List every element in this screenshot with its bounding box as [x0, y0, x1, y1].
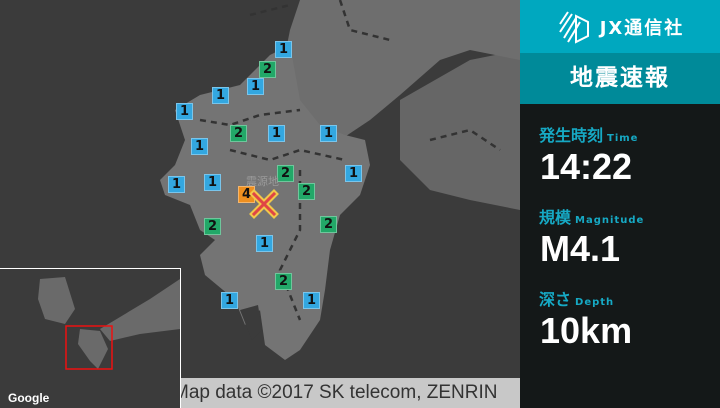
intensity-marker[interactable]: 1 — [191, 138, 208, 155]
overview-inset-map[interactable]: Google — [0, 268, 181, 408]
epicenter-label: 震源地 — [246, 175, 279, 188]
intensity-marker[interactable]: 2 — [204, 218, 221, 235]
intensity-marker[interactable]: 1 — [204, 174, 221, 191]
info-panel: JX通信社 地震速報 発生時刻 Time 14:22 規模 Magnitude M4… — [520, 0, 720, 408]
brand-name: JX通信社 — [599, 17, 685, 39]
time-label: 発生時刻 Time — [539, 122, 720, 146]
intensity-marker[interactable]: 1 — [275, 41, 292, 58]
intensity-marker[interactable]: 2 — [277, 165, 294, 182]
time-value: 14:22 — [540, 146, 633, 187]
magnitude-label-en: Magnitude — [575, 215, 645, 226]
intensity-marker[interactable]: 1 — [168, 176, 185, 193]
depth-label-ja: 深さ — [539, 290, 572, 309]
intensity-marker[interactable]: 1 — [212, 87, 229, 104]
intensity-marker[interactable]: 1 — [256, 235, 273, 252]
intensity-marker[interactable]: 2 — [230, 125, 247, 142]
map-attribution: Map data ©2017 SK telecom, ZENRIN — [181, 378, 520, 408]
magnitude-value: M4.1 — [540, 228, 621, 269]
google-logo: Google — [8, 391, 50, 405]
intensity-marker[interactable]: 2 — [259, 61, 276, 78]
intensity-marker[interactable]: 1 — [176, 103, 193, 120]
intensity-marker[interactable]: 1 — [345, 165, 362, 182]
intensity-marker[interactable]: 1 — [303, 292, 320, 309]
intensity-marker[interactable]: 1 — [221, 292, 238, 309]
time-label-en: Time — [607, 133, 639, 144]
brand-header: JX通信社 — [520, 0, 720, 53]
magnitude-label-ja: 規模 — [539, 208, 572, 227]
depth-value: 10km — [540, 310, 633, 351]
intensity-marker[interactable]: 2 — [275, 273, 292, 290]
intensity-marker[interactable]: 1 — [268, 125, 285, 142]
jx-logo-icon — [558, 10, 589, 44]
depth-label-en: Depth — [575, 297, 615, 308]
intensity-marker[interactable]: 1 — [247, 78, 264, 95]
intensity-marker[interactable]: 2 — [320, 216, 337, 233]
intensity-marker[interactable]: 1 — [320, 125, 337, 142]
magnitude-label: 規模 Magnitude — [539, 204, 720, 228]
intensity-marker[interactable]: 2 — [298, 183, 315, 200]
viewport-rectangle — [65, 325, 113, 370]
panel-title: 地震速報 — [520, 53, 720, 104]
depth-label: 深さ Depth — [539, 286, 720, 310]
time-label-ja: 発生時刻 — [539, 126, 604, 145]
inset-land — [38, 277, 180, 370]
